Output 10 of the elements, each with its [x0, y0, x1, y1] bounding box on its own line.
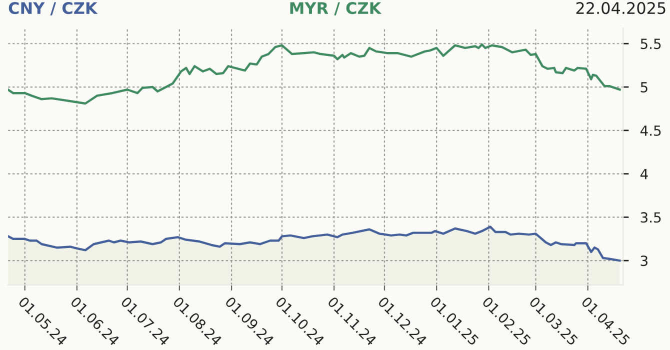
line-series	[8, 43, 621, 105]
series-label: MYR / CZK	[290, 2, 382, 16]
text: CNY / CZK	[8, 2, 98, 16]
y-tick-label: 4.5	[640, 126, 661, 136]
y-tick-label: 5	[640, 82, 648, 92]
y-tick-label: 5.5	[640, 38, 661, 50]
y-tick-label: 4	[640, 168, 648, 180]
y-tick-label: 3	[640, 256, 648, 266]
y-tick-label: 3.5	[640, 212, 661, 223]
chart-title: 22.04.2025	[576, 2, 666, 14]
